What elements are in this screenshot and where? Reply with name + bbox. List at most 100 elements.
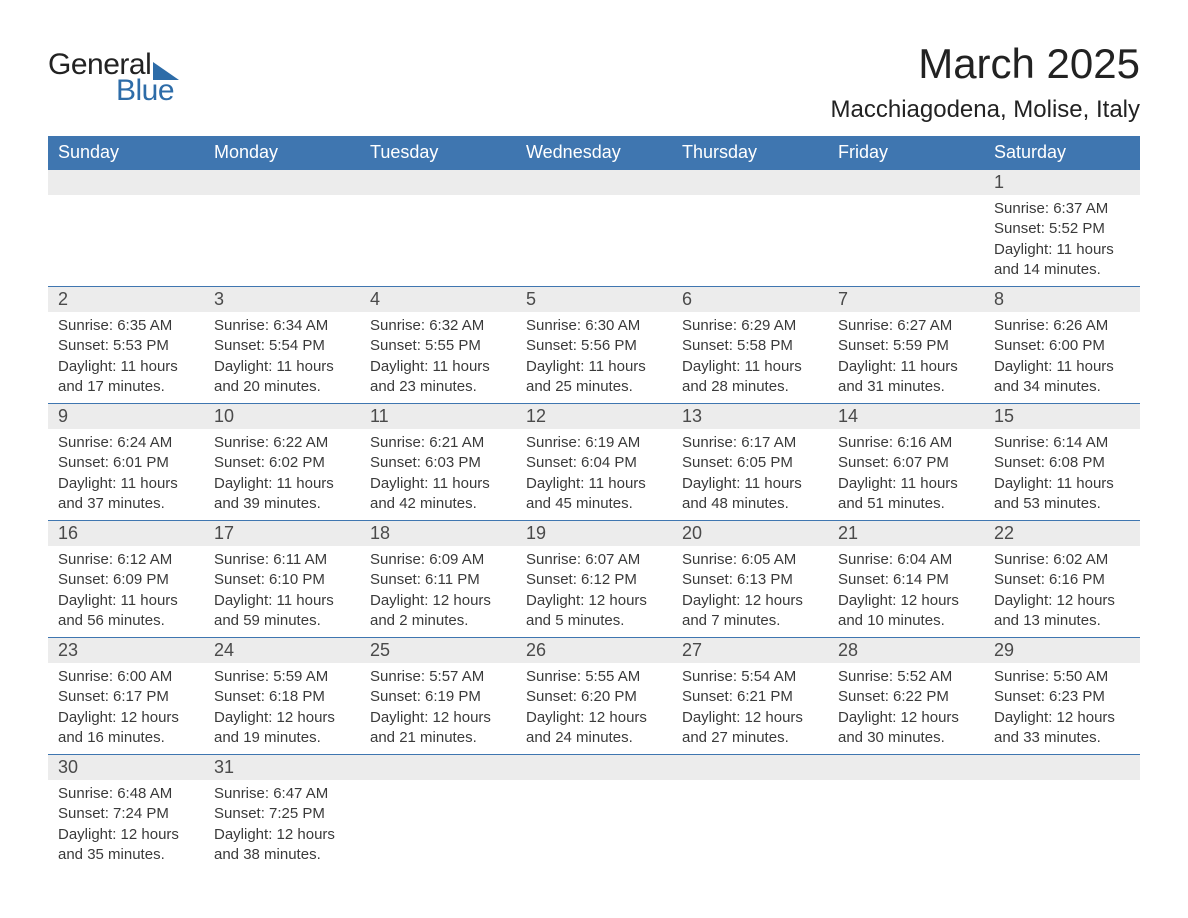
day-number-cell: 1 [984, 170, 1140, 196]
daylight-text: Daylight: 11 hours and 39 minutes. [214, 474, 350, 515]
sunset-text: Sunset: 6:22 PM [838, 687, 974, 707]
day-number-cell: 9 [48, 404, 204, 430]
day-detail-cell [672, 780, 828, 871]
day-detail-cell [516, 780, 672, 871]
sunrise-text: Sunrise: 6:27 AM [838, 316, 974, 336]
title-block: March 2025 Macchiagodena, Molise, Italy [831, 40, 1141, 124]
daylight-text: Daylight: 12 hours and 5 minutes. [526, 591, 662, 632]
day-number-cell [360, 170, 516, 196]
sunset-text: Sunset: 6:02 PM [214, 453, 350, 473]
daylight-text: Daylight: 12 hours and 30 minutes. [838, 708, 974, 749]
day-number-cell: 29 [984, 638, 1140, 664]
sunrise-text: Sunrise: 6:35 AM [58, 316, 194, 336]
weekday-header: Sunday [48, 136, 204, 170]
sunrise-text: Sunrise: 5:59 AM [214, 667, 350, 687]
daylight-text: Daylight: 11 hours and 56 minutes. [58, 591, 194, 632]
day-number-row: 16171819202122 [48, 521, 1140, 547]
day-number-cell: 4 [360, 287, 516, 313]
day-detail-cell: Sunrise: 6:04 AMSunset: 6:14 PMDaylight:… [828, 546, 984, 638]
day-number-cell: 24 [204, 638, 360, 664]
sunset-text: Sunset: 6:07 PM [838, 453, 974, 473]
day-detail-row: Sunrise: 6:12 AMSunset: 6:09 PMDaylight:… [48, 546, 1140, 638]
sunset-text: Sunset: 6:08 PM [994, 453, 1130, 473]
sunrise-text: Sunrise: 6:07 AM [526, 550, 662, 570]
daylight-text: Daylight: 11 hours and 23 minutes. [370, 357, 506, 398]
day-number-cell [672, 170, 828, 196]
day-number-cell: 11 [360, 404, 516, 430]
day-number-cell: 30 [48, 755, 204, 781]
weekday-header: Tuesday [360, 136, 516, 170]
sunset-text: Sunset: 6:01 PM [58, 453, 194, 473]
day-number-row: 3031 [48, 755, 1140, 781]
day-number-cell: 16 [48, 521, 204, 547]
day-detail-cell: Sunrise: 6:26 AMSunset: 6:00 PMDaylight:… [984, 312, 1140, 404]
weekday-header-row: Sunday Monday Tuesday Wednesday Thursday… [48, 136, 1140, 170]
sunrise-text: Sunrise: 6:47 AM [214, 784, 350, 804]
daylight-text: Daylight: 11 hours and 53 minutes. [994, 474, 1130, 515]
day-detail-cell: Sunrise: 5:59 AMSunset: 6:18 PMDaylight:… [204, 663, 360, 755]
daylight-text: Daylight: 11 hours and 42 minutes. [370, 474, 506, 515]
brand-text-2: Blue [116, 74, 179, 108]
day-detail-row: Sunrise: 6:35 AMSunset: 5:53 PMDaylight:… [48, 312, 1140, 404]
day-detail-cell: Sunrise: 6:14 AMSunset: 6:08 PMDaylight:… [984, 429, 1140, 521]
day-detail-cell: Sunrise: 6:17 AMSunset: 6:05 PMDaylight:… [672, 429, 828, 521]
sunset-text: Sunset: 5:55 PM [370, 336, 506, 356]
day-number-cell: 3 [204, 287, 360, 313]
day-detail-row: Sunrise: 6:00 AMSunset: 6:17 PMDaylight:… [48, 663, 1140, 755]
daylight-text: Daylight: 12 hours and 7 minutes. [682, 591, 818, 632]
day-detail-cell: Sunrise: 5:55 AMSunset: 6:20 PMDaylight:… [516, 663, 672, 755]
day-detail-cell: Sunrise: 6:00 AMSunset: 6:17 PMDaylight:… [48, 663, 204, 755]
day-number-cell [516, 755, 672, 781]
sunrise-text: Sunrise: 6:32 AM [370, 316, 506, 336]
sunrise-text: Sunrise: 6:34 AM [214, 316, 350, 336]
day-number-cell: 5 [516, 287, 672, 313]
day-number-cell: 28 [828, 638, 984, 664]
day-detail-cell: Sunrise: 6:30 AMSunset: 5:56 PMDaylight:… [516, 312, 672, 404]
day-number-cell: 22 [984, 521, 1140, 547]
daylight-text: Daylight: 12 hours and 16 minutes. [58, 708, 194, 749]
day-number-cell: 23 [48, 638, 204, 664]
day-detail-cell: Sunrise: 6:16 AMSunset: 6:07 PMDaylight:… [828, 429, 984, 521]
sunrise-text: Sunrise: 6:00 AM [58, 667, 194, 687]
day-number-cell [828, 755, 984, 781]
day-detail-cell [516, 195, 672, 287]
sunrise-text: Sunrise: 6:04 AM [838, 550, 974, 570]
daylight-text: Daylight: 11 hours and 51 minutes. [838, 474, 974, 515]
brand-logo: General Blue [48, 48, 179, 108]
day-detail-row: Sunrise: 6:24 AMSunset: 6:01 PMDaylight:… [48, 429, 1140, 521]
weekday-header: Wednesday [516, 136, 672, 170]
day-detail-cell [828, 780, 984, 871]
sunrise-text: Sunrise: 5:54 AM [682, 667, 818, 687]
day-detail-cell: Sunrise: 6:37 AMSunset: 5:52 PMDaylight:… [984, 195, 1140, 287]
day-number-row: 2345678 [48, 287, 1140, 313]
sunrise-text: Sunrise: 6:22 AM [214, 433, 350, 453]
daylight-text: Daylight: 11 hours and 28 minutes. [682, 357, 818, 398]
day-number-cell: 2 [48, 287, 204, 313]
daylight-text: Daylight: 11 hours and 17 minutes. [58, 357, 194, 398]
day-detail-cell: Sunrise: 6:27 AMSunset: 5:59 PMDaylight:… [828, 312, 984, 404]
location-subtitle: Macchiagodena, Molise, Italy [831, 96, 1141, 124]
day-number-cell [828, 170, 984, 196]
daylight-text: Daylight: 12 hours and 2 minutes. [370, 591, 506, 632]
day-detail-cell: Sunrise: 6:11 AMSunset: 6:10 PMDaylight:… [204, 546, 360, 638]
sunset-text: Sunset: 6:14 PM [838, 570, 974, 590]
sunset-text: Sunset: 6:20 PM [526, 687, 662, 707]
day-detail-row: Sunrise: 6:37 AMSunset: 5:52 PMDaylight:… [48, 195, 1140, 287]
sunset-text: Sunset: 6:05 PM [682, 453, 818, 473]
day-number-cell [48, 170, 204, 196]
sunrise-text: Sunrise: 6:48 AM [58, 784, 194, 804]
day-detail-cell: Sunrise: 6:05 AMSunset: 6:13 PMDaylight:… [672, 546, 828, 638]
day-number-cell: 12 [516, 404, 672, 430]
day-detail-row: Sunrise: 6:48 AMSunset: 7:24 PMDaylight:… [48, 780, 1140, 871]
day-number-cell: 13 [672, 404, 828, 430]
day-detail-cell [204, 195, 360, 287]
day-detail-cell: Sunrise: 5:57 AMSunset: 6:19 PMDaylight:… [360, 663, 516, 755]
daylight-text: Daylight: 11 hours and 37 minutes. [58, 474, 194, 515]
day-number-cell: 18 [360, 521, 516, 547]
day-number-cell [672, 755, 828, 781]
day-detail-cell: Sunrise: 5:52 AMSunset: 6:22 PMDaylight:… [828, 663, 984, 755]
sunset-text: Sunset: 6:04 PM [526, 453, 662, 473]
month-title: March 2025 [831, 40, 1141, 88]
day-detail-cell: Sunrise: 6:35 AMSunset: 5:53 PMDaylight:… [48, 312, 204, 404]
weekday-header: Thursday [672, 136, 828, 170]
